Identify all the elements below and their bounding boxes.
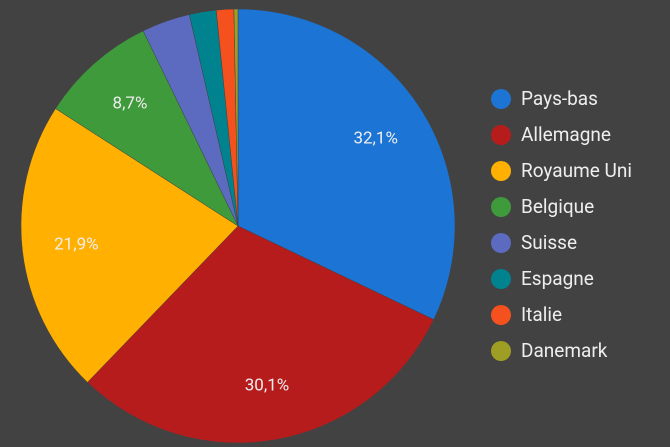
legend-label: Espagne xyxy=(521,267,594,290)
legend-label: Allemagne xyxy=(521,123,611,146)
pie-slice xyxy=(20,108,239,383)
pie-slice xyxy=(233,8,239,227)
legend-swatch xyxy=(491,161,511,181)
legend-label: Danemark xyxy=(521,339,608,362)
legend-swatch xyxy=(491,89,511,109)
legend-label: Suisse xyxy=(521,231,577,254)
pie-slice xyxy=(87,225,435,444)
value-label: 32,1% xyxy=(353,129,397,149)
pie-slice xyxy=(237,8,456,320)
legend-label: Belgique xyxy=(521,195,594,218)
value-label: 8,7% xyxy=(113,94,148,114)
pie-slice xyxy=(55,30,239,227)
legend-swatch xyxy=(491,269,511,289)
legend-label: Pays-bas xyxy=(521,87,598,110)
legend-swatch xyxy=(491,125,511,145)
legend-swatch xyxy=(491,233,511,253)
legend-swatch xyxy=(491,305,511,325)
legend-label: Royaume Uni xyxy=(521,159,632,182)
legend-swatch xyxy=(491,341,511,361)
legend-label: Italie xyxy=(521,303,562,326)
value-label: 30,1% xyxy=(245,376,289,396)
value-label: 21,9% xyxy=(54,234,98,254)
legend-swatch xyxy=(491,197,511,217)
